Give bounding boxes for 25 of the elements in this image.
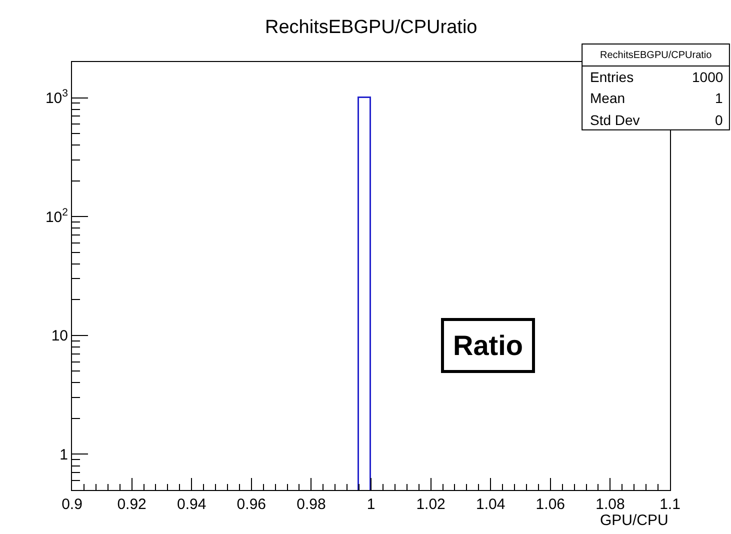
- annotation: Ratio: [453, 330, 523, 361]
- annotation: Mean: [590, 90, 626, 106]
- text: RechitsEBGPU/CPUratio: [600, 50, 712, 61]
- x-tick-label: 0.92: [117, 496, 146, 513]
- x-tick-label: 0.9: [62, 496, 82, 513]
- x-axis-title: GPU/CPU: [600, 512, 668, 529]
- x-tick-label: 0.98: [296, 496, 326, 513]
- y-tick-label: 10$^{3}$: [45, 88, 68, 108]
- text: 1000: [692, 69, 724, 85]
- annotation: Std Dev: [590, 112, 640, 128]
- text: 0: [715, 112, 723, 128]
- x-tick-label: 0.96: [236, 496, 266, 513]
- y-tick-label: 10$^{2}$: [45, 206, 68, 226]
- x-tick-label: 1.1: [660, 496, 680, 513]
- annotation: Entries: [590, 69, 634, 85]
- chart-title: RechitsEBGPU/CPUratio: [265, 17, 478, 38]
- text: 1: [715, 90, 723, 106]
- y-tick-label: 10: [51, 328, 68, 345]
- x-tick-label: 1.08: [596, 496, 625, 513]
- x-tick-label: 1.04: [476, 496, 506, 513]
- x-tick-label: 1.02: [416, 496, 446, 513]
- y-tick-label: 1: [60, 446, 68, 464]
- x-tick-label: 1.06: [536, 496, 565, 513]
- x-tick-label: 0.94: [177, 496, 206, 513]
- x-tick-label: 1: [366, 496, 376, 513]
